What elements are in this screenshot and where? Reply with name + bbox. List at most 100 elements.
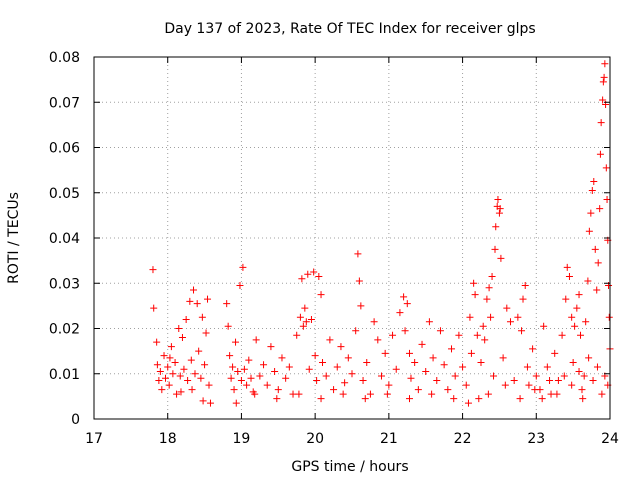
data-point (444, 386, 452, 394)
x-tick-label: 21 (380, 431, 398, 447)
data-point (481, 336, 489, 344)
data-point (405, 349, 413, 357)
data-point (546, 377, 554, 385)
data-point (374, 336, 382, 344)
data-point (563, 263, 571, 271)
data-point (239, 263, 247, 271)
data-point (370, 318, 378, 326)
data-point (599, 96, 607, 104)
data-point (278, 354, 286, 362)
x-tick-label: 17 (85, 431, 103, 447)
data-point (459, 363, 467, 371)
data-point (538, 395, 546, 403)
data-point (171, 358, 179, 366)
data-points-layer (149, 60, 614, 407)
data-point (165, 381, 173, 389)
data-point (479, 322, 487, 330)
data-point (227, 374, 235, 382)
data-point (153, 338, 161, 346)
data-point (199, 397, 207, 405)
data-point (582, 318, 590, 326)
data-point (247, 374, 255, 382)
data-point (433, 377, 441, 385)
data-point (158, 386, 166, 394)
data-point (487, 313, 495, 321)
y-tick-label: 0.02 (49, 322, 80, 338)
y-tick-label: 0.08 (49, 50, 80, 66)
data-point (436, 327, 444, 335)
data-point (491, 245, 499, 253)
data-point (282, 374, 290, 382)
data-point (523, 363, 531, 371)
data-point (467, 349, 475, 357)
data-point (149, 266, 157, 274)
data-point (506, 318, 514, 326)
data-point (501, 381, 509, 389)
data-point (568, 313, 576, 321)
data-point (588, 186, 596, 194)
data-point (497, 254, 505, 262)
data-point (596, 150, 604, 158)
data-point (166, 354, 174, 362)
data-point (352, 327, 360, 335)
data-point (167, 343, 175, 351)
data-point (366, 390, 374, 398)
data-point (571, 322, 579, 330)
data-point (337, 343, 345, 351)
data-point (299, 322, 307, 330)
data-point (590, 177, 598, 185)
data-point (418, 340, 426, 348)
data-point (204, 295, 212, 303)
data-point (267, 343, 275, 351)
data-point (164, 363, 172, 371)
data-point (251, 390, 259, 398)
data-point (198, 313, 206, 321)
data-point (543, 363, 551, 371)
data-point (584, 277, 592, 285)
data-point (339, 390, 347, 398)
data-point (598, 390, 606, 398)
data-point (302, 318, 310, 326)
x-tick-label: 20 (306, 431, 324, 447)
y-tick-label: 0.07 (49, 95, 80, 111)
data-point (178, 334, 186, 342)
data-point (153, 361, 161, 369)
data-point (488, 272, 496, 280)
data-point (593, 363, 601, 371)
data-point (180, 365, 188, 373)
data-point (560, 372, 568, 380)
data-point (273, 395, 281, 403)
data-point (473, 331, 481, 339)
ticks-layer (93, 56, 611, 420)
data-point (585, 227, 593, 235)
data-point (363, 358, 371, 366)
y-tick-label: 0.06 (49, 141, 80, 157)
data-point (594, 259, 602, 267)
x-tick-label: 18 (159, 431, 177, 447)
data-point (173, 390, 181, 398)
data-point (600, 73, 608, 81)
data-point (440, 361, 448, 369)
data-point (597, 119, 605, 127)
data-point (160, 352, 168, 360)
data-point (464, 399, 472, 407)
data-point (355, 277, 363, 285)
x-tick-labels: 17 18 19 20 21 22 23 24 (85, 431, 619, 447)
data-point (575, 291, 583, 299)
y-tick-label: 0.04 (49, 231, 80, 247)
data-point (451, 372, 459, 380)
data-point (190, 286, 198, 294)
data-point (484, 390, 492, 398)
data-point (392, 365, 400, 373)
data-point (381, 349, 389, 357)
data-point (240, 365, 248, 373)
data-point (234, 367, 242, 375)
data-point (271, 367, 279, 375)
y-axis-label: ROTI / TECUs (6, 192, 22, 284)
data-point (429, 354, 437, 362)
data-point (223, 300, 231, 308)
data-point (605, 313, 613, 321)
data-point (237, 377, 245, 385)
data-point (475, 395, 483, 403)
data-point (471, 291, 479, 299)
